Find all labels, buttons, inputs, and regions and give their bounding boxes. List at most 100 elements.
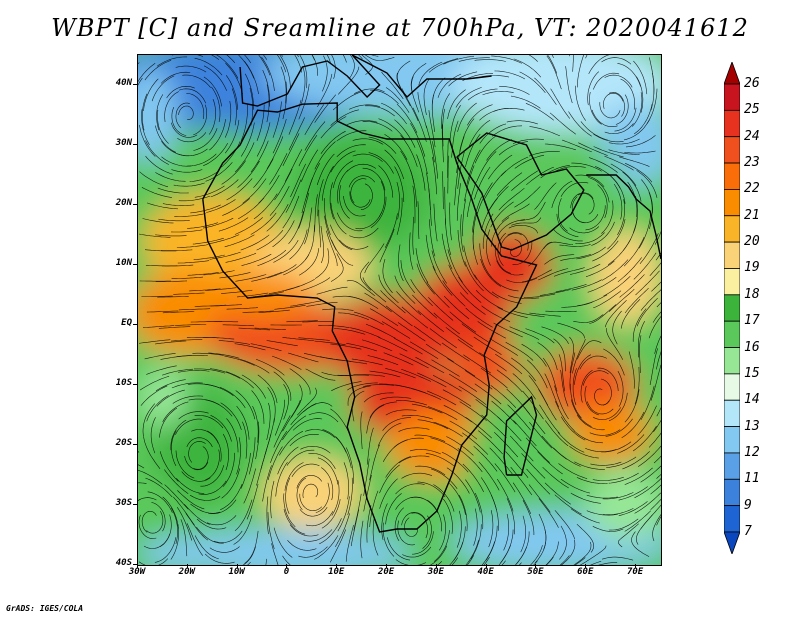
streamline xyxy=(289,229,308,260)
streamline xyxy=(442,389,472,407)
streamline xyxy=(273,240,299,263)
streamline xyxy=(378,274,399,304)
streamline xyxy=(409,232,414,270)
streamline xyxy=(603,348,625,376)
streamline xyxy=(382,522,395,557)
streamline xyxy=(398,427,430,432)
streamline xyxy=(348,175,376,188)
streamline xyxy=(299,55,308,89)
streamline xyxy=(173,292,205,295)
streamline xyxy=(624,467,653,485)
streamline xyxy=(609,91,625,117)
streamline xyxy=(282,81,287,120)
streamline xyxy=(231,88,237,126)
streamline xyxy=(138,558,169,565)
streamline xyxy=(330,253,344,282)
streamline xyxy=(653,455,661,464)
streamline xyxy=(402,546,432,558)
streamline xyxy=(633,252,657,280)
streamline xyxy=(157,187,189,194)
streamline xyxy=(586,401,614,415)
streamline xyxy=(465,539,479,565)
streamline xyxy=(144,353,176,360)
streamline xyxy=(573,541,592,565)
lon-tick-label: 30E xyxy=(427,567,444,577)
streamline xyxy=(208,352,240,359)
streamline xyxy=(604,299,627,328)
streamline xyxy=(463,245,478,280)
streamline xyxy=(441,124,444,163)
streamline xyxy=(202,337,235,340)
streamline xyxy=(483,556,490,565)
streamline xyxy=(511,217,542,226)
colorbar-segment xyxy=(724,136,740,164)
lat-tick xyxy=(133,444,137,445)
streamline xyxy=(287,352,319,363)
streamline xyxy=(618,523,639,548)
streamline xyxy=(410,388,442,400)
colorbar-label: 19 xyxy=(744,260,760,276)
colorbar-label: 26 xyxy=(744,76,760,91)
streamline xyxy=(491,55,522,64)
streamline xyxy=(145,477,173,498)
streamline xyxy=(266,496,269,535)
streamline xyxy=(538,268,569,281)
map-panel[interactable] xyxy=(137,54,662,566)
lat-tick-label: 20N xyxy=(115,198,132,208)
streamline xyxy=(623,119,650,141)
streamline xyxy=(396,197,403,235)
streamline xyxy=(314,340,346,346)
streamline xyxy=(509,326,540,340)
streamline xyxy=(410,279,433,307)
streamline xyxy=(633,195,638,233)
streamline xyxy=(272,119,287,154)
streamline xyxy=(394,507,404,542)
streamline xyxy=(320,130,346,154)
streamline xyxy=(631,531,650,557)
streamline xyxy=(194,368,226,374)
streamline xyxy=(426,281,450,308)
streamline xyxy=(251,271,282,282)
streamline xyxy=(430,545,448,565)
streamline xyxy=(634,366,640,405)
streamline xyxy=(305,510,334,527)
lon-tick-label: 0 xyxy=(283,567,290,577)
streamline xyxy=(444,186,446,225)
streamline xyxy=(607,219,626,250)
streamline xyxy=(593,146,624,158)
streamline xyxy=(146,510,164,534)
streamline xyxy=(379,180,386,217)
streamline xyxy=(574,354,592,385)
streamline xyxy=(138,514,157,539)
streamline xyxy=(528,375,549,406)
streamline xyxy=(459,118,475,152)
lat-tick-label: EQ xyxy=(121,318,132,328)
streamline xyxy=(441,451,469,473)
streamline xyxy=(303,402,333,413)
streamline xyxy=(273,527,293,558)
streamline xyxy=(354,311,384,325)
streamline xyxy=(154,340,187,345)
streamline xyxy=(464,165,475,202)
streamline xyxy=(432,265,453,296)
streamline xyxy=(425,453,456,467)
streamline xyxy=(473,508,478,546)
streamline xyxy=(171,106,187,136)
streamline xyxy=(321,371,353,376)
streamline xyxy=(236,437,241,475)
streamline xyxy=(606,328,623,360)
streamline xyxy=(521,343,547,367)
streamline xyxy=(396,291,422,316)
streamline xyxy=(522,500,535,535)
streamline xyxy=(494,70,526,80)
streamline xyxy=(451,557,459,565)
streamline xyxy=(322,165,334,201)
streamline xyxy=(621,411,645,439)
streamline xyxy=(350,509,360,547)
streamline xyxy=(656,351,661,370)
streamline xyxy=(290,163,306,198)
streamline xyxy=(178,105,194,120)
streamline xyxy=(429,219,436,257)
streamline xyxy=(166,85,195,99)
streamline xyxy=(617,199,626,236)
